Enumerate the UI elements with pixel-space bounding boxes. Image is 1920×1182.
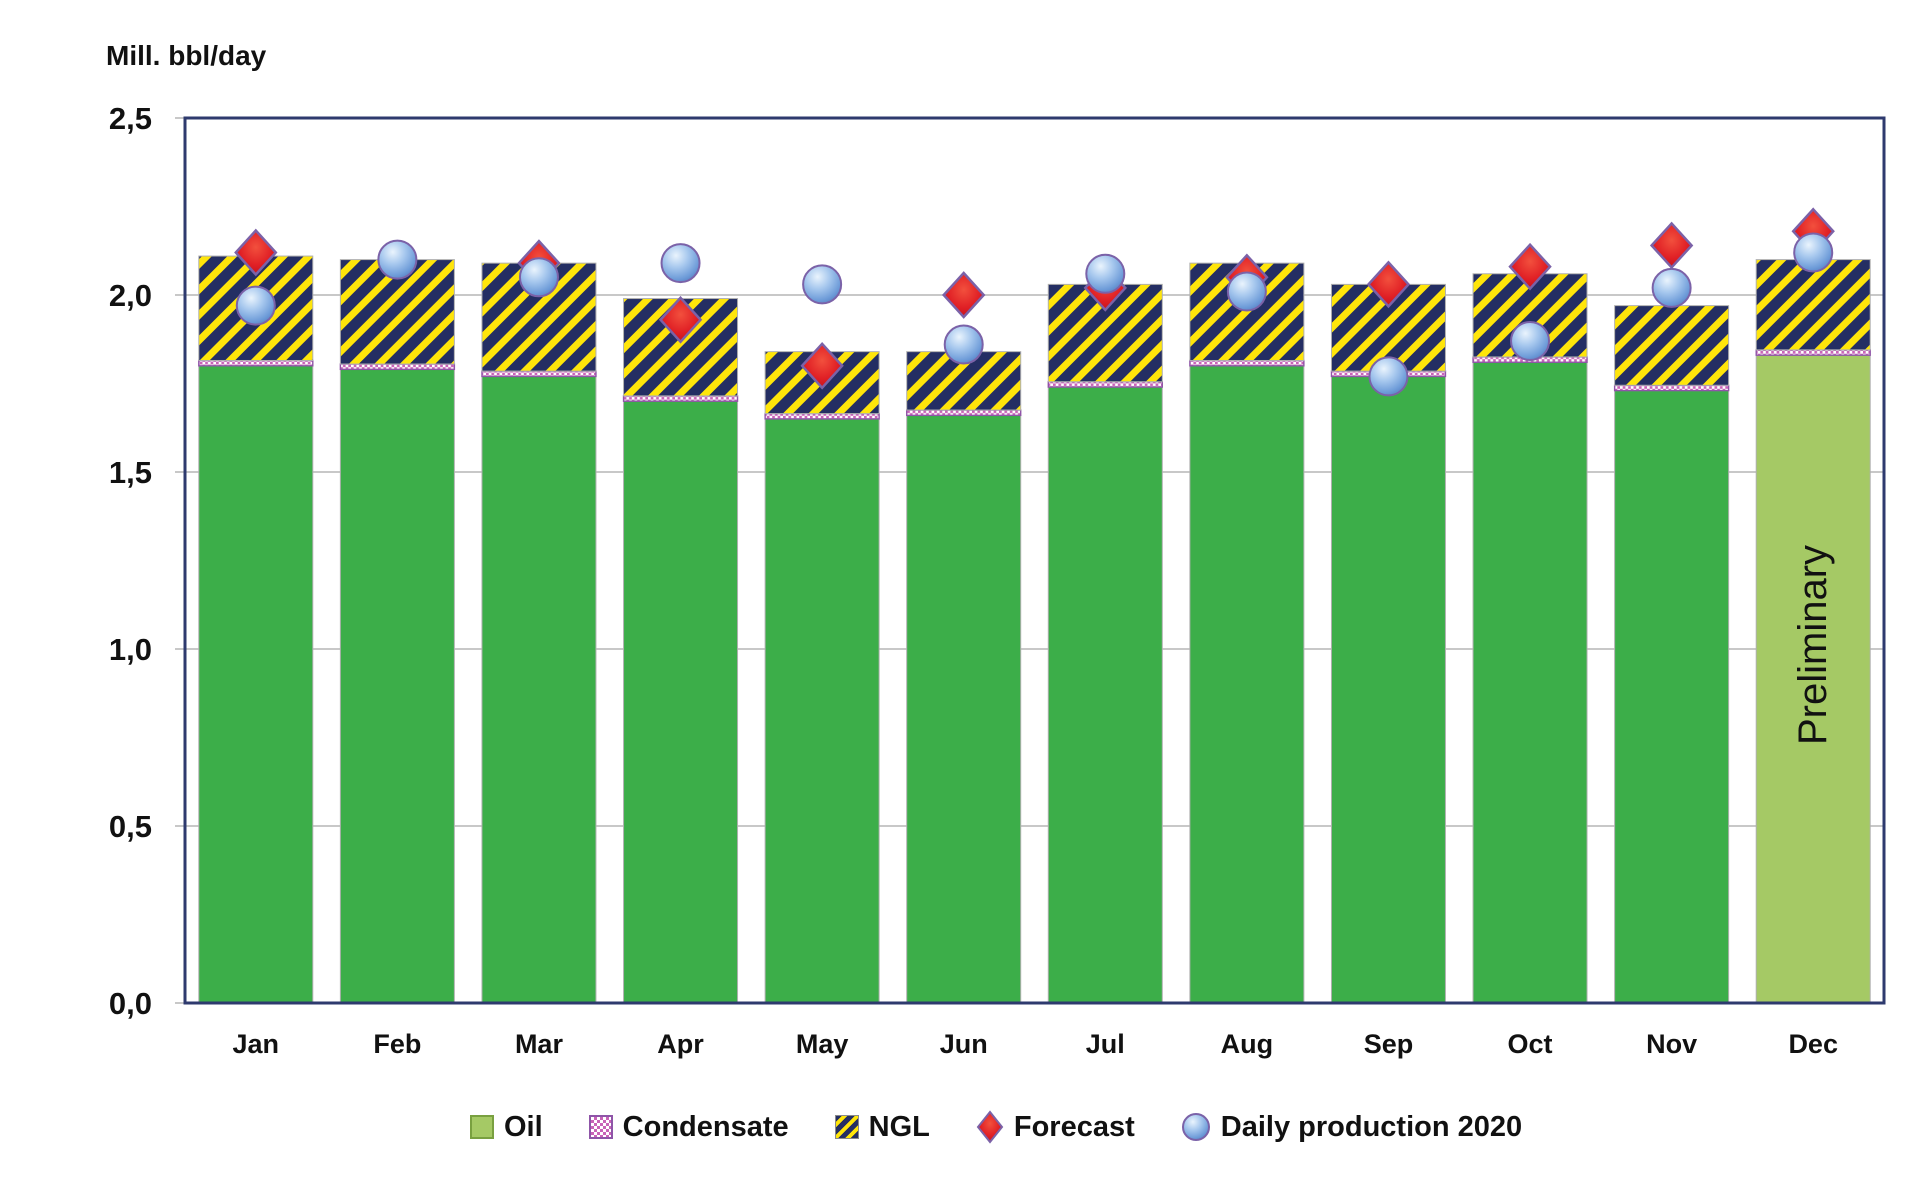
- bar-oil-dec: [1755, 354, 1871, 1004]
- x-label-apr: Apr: [657, 1029, 704, 1059]
- x-label-may: May: [796, 1029, 849, 1059]
- bar-oil-jan: [198, 365, 314, 1004]
- bar-ngl-dec: [1755, 259, 1871, 351]
- y-tick-label-2,5: 2,5: [109, 101, 152, 136]
- y-axis-title: Mill. bbl/day: [106, 40, 267, 71]
- x-label-sep: Sep: [1364, 1029, 1414, 1059]
- bar-ngl-jun: [906, 351, 1022, 411]
- forecast-marker-sep: [1366, 260, 1411, 309]
- x-label-aug: Aug: [1221, 1029, 1273, 1059]
- preliminary-label: Preliminary: [1791, 545, 1835, 745]
- legend-label: Forecast: [1013, 1110, 1135, 1143]
- y-tick-label-0,5: 0,5: [109, 809, 152, 844]
- forecast-marker-jun: [942, 271, 986, 319]
- bar-oil-jun: [906, 414, 1022, 1004]
- bar-oil-sep: [1330, 375, 1446, 1004]
- y-tick-label-1,0: 1,0: [109, 632, 152, 667]
- bar-oil-oct: [1472, 361, 1588, 1004]
- x-label-oct: Oct: [1508, 1029, 1553, 1059]
- bar-oil-jul: [1047, 386, 1163, 1004]
- legend-label: Daily production 2020: [1220, 1110, 1523, 1143]
- legend-item-ngl: NGL: [834, 1110, 930, 1144]
- bar-condensate-mar: [481, 370, 597, 378]
- bar-oil-apr: [623, 400, 739, 1004]
- oil-swatch-icon: [470, 1115, 494, 1139]
- bar-oil-may: [764, 418, 880, 1004]
- x-label-jul: Jul: [1086, 1029, 1125, 1059]
- bar-oil-feb: [339, 368, 455, 1004]
- condensate-swatch-icon: [588, 1115, 613, 1139]
- x-label-jun: Jun: [940, 1029, 988, 1059]
- daily-production-marker-jul: [1085, 253, 1126, 294]
- bar-oil-aug: [1189, 365, 1305, 1004]
- legend-label: Condensate: [622, 1110, 789, 1143]
- legend-item-forecast: Forecast: [976, 1110, 1135, 1144]
- daily-production-marker-jun: [943, 324, 984, 365]
- x-label-jan: Jan: [233, 1029, 280, 1059]
- bar-oil-mar: [481, 375, 597, 1004]
- daily-production-circle-icon: [1181, 1112, 1211, 1142]
- bar-condensate-feb: [339, 363, 456, 371]
- bar-ngl-nov: [1614, 305, 1730, 386]
- forecast-marker-jan: [234, 228, 278, 277]
- y-tick-label-2,0: 2,0: [109, 278, 152, 313]
- x-label-mar: Mar: [515, 1029, 564, 1059]
- daily-production-marker-nov: [1651, 267, 1692, 308]
- forecast-marker-oct: [1508, 242, 1552, 291]
- x-label-dec: Dec: [1788, 1029, 1838, 1059]
- forecast-diamond-icon: [976, 1110, 1004, 1144]
- forecast-marker-may: [800, 341, 844, 390]
- daily-production-marker-apr: [660, 243, 701, 284]
- x-label-feb: Feb: [373, 1029, 421, 1059]
- legend: Oil Condensate NGL Forecast Daily production…: [470, 1103, 1522, 1151]
- bar-condensate-apr: [622, 395, 739, 402]
- forecast-marker-nov: [1649, 221, 1694, 270]
- y-tick-label-0,0: 0,0: [109, 986, 152, 1021]
- legend-item-oil: Oil: [470, 1111, 543, 1144]
- bar-condensate-dec: [1755, 349, 1871, 356]
- bar-condensate-aug: [1189, 359, 1305, 367]
- daily-production-marker-aug: [1226, 271, 1267, 312]
- daily-production-marker-may: [802, 264, 843, 305]
- bar-oil-nov: [1614, 390, 1730, 1004]
- x-label-nov: Nov: [1646, 1029, 1697, 1059]
- legend-item-condensate: Condensate: [588, 1110, 789, 1144]
- legend-label: Oil: [504, 1110, 543, 1143]
- bar-condensate-jan: [198, 359, 314, 367]
- daily-production-marker-dec: [1793, 232, 1834, 273]
- legend-item-daily-production-2020: Daily production 2020: [1181, 1111, 1522, 1144]
- daily-production-marker-jan: [235, 285, 276, 326]
- daily-production-marker-mar: [518, 257, 559, 298]
- bar-condensate-may: [764, 412, 880, 420]
- bar-condensate-jul: [1047, 381, 1163, 388]
- ngl-swatch-icon: [834, 1115, 859, 1139]
- daily-production-marker-oct: [1510, 321, 1551, 362]
- legend-label: NGL: [868, 1110, 930, 1143]
- daily-production-marker-feb: [377, 239, 418, 280]
- y-tick-label-1,5: 1,5: [109, 455, 152, 490]
- plot-frame: [183, 116, 1886, 1005]
- forecast-marker-apr: [658, 295, 703, 344]
- daily-production-marker-sep: [1368, 356, 1409, 397]
- bar-condensate-nov: [1613, 384, 1730, 392]
- bar-condensate-jun: [906, 409, 1022, 417]
